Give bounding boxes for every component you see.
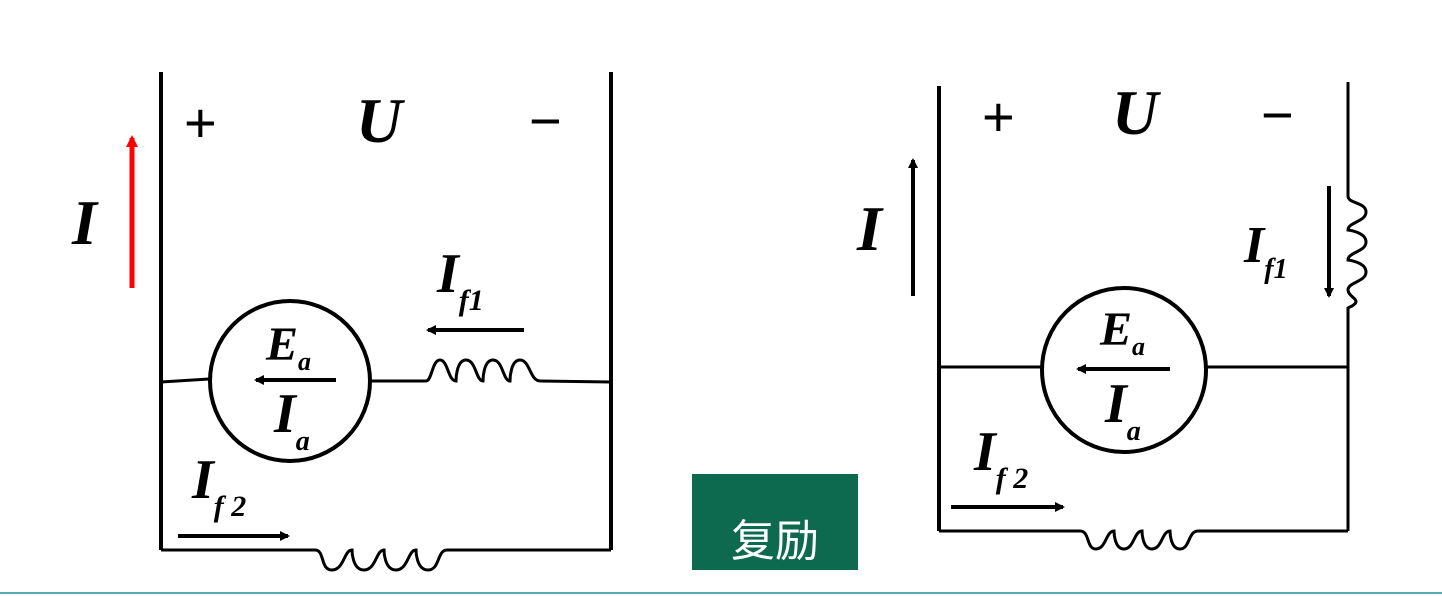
right-line-current-label: I [856, 193, 884, 264]
left-circuit [126, 72, 613, 572]
left-armature-current-label: Ia [273, 383, 310, 457]
bottom-divider [0, 592, 1442, 594]
left-shunt-field-current-label: If 2 [191, 449, 246, 523]
right-circuit [908, 82, 1368, 551]
right-voltage-label: U [1112, 77, 1161, 148]
left-series-field-current-label: If1 [436, 243, 484, 317]
right-shunt-field-current-label: If 2 [973, 421, 1028, 495]
right-armature-current-label: Ia [1104, 373, 1141, 447]
left-shunt-field-coil [161, 548, 611, 572]
right-shunt-field-coil [939, 529, 1348, 551]
left-voltage-label: U [356, 85, 405, 156]
right-labels: + U − I Ea Ia If1 If 2 [856, 77, 1294, 495]
right-series-field-current-label: If1 [1243, 217, 1288, 285]
left-series-field-coil [370, 358, 612, 384]
compound-excitation-badge: 复励 [692, 474, 858, 570]
left-armature-wire-left [160, 377, 210, 384]
left-plus-sign: + [184, 91, 217, 154]
right-series-field-coil [1346, 82, 1368, 531]
left-labels: + U − I Ea Ia If1 If 2 [71, 85, 562, 523]
left-minus-sign: − [529, 89, 562, 152]
right-armature-circle [1040, 286, 1208, 454]
right-minus-sign: − [1261, 83, 1294, 146]
right-emf-label: Ea [1099, 303, 1145, 361]
left-emf-label: Ea [265, 318, 311, 376]
left-line-current-label: I [71, 187, 99, 258]
right-plus-sign: + [982, 85, 1015, 148]
